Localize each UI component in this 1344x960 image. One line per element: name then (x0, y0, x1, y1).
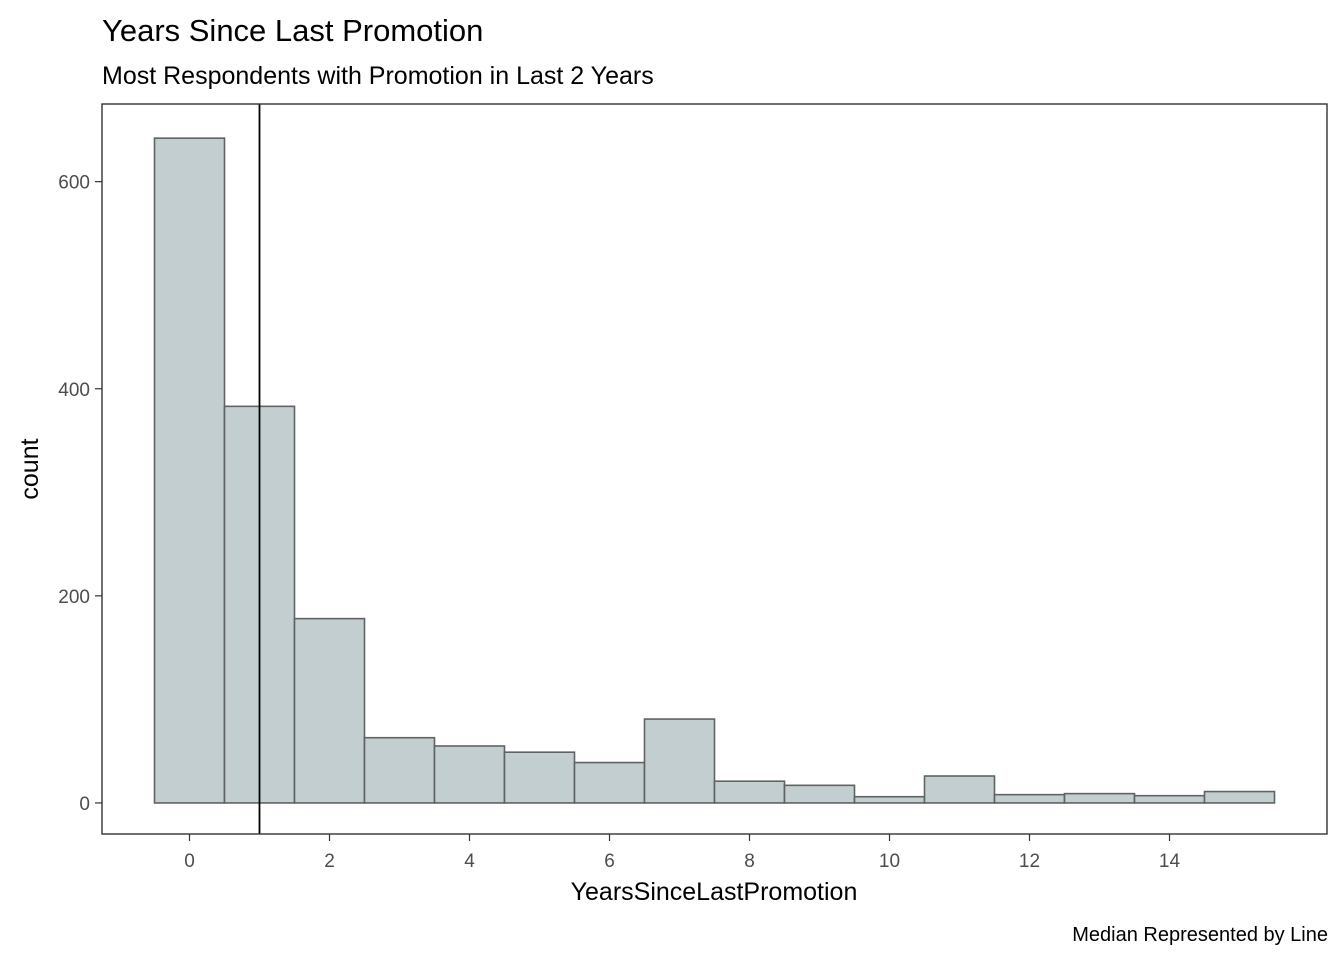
histogram-bar (1133, 794, 1206, 804)
histogram-bar (1203, 790, 1276, 804)
y-tick-label: 400 (58, 380, 90, 401)
histogram-bar (713, 780, 786, 804)
histogram-bar (643, 718, 716, 804)
histogram-bar (1063, 792, 1136, 804)
x-tick-label: 2 (324, 851, 335, 872)
y-axis-title: count (16, 438, 44, 499)
x-tick-label: 8 (744, 851, 755, 872)
panel-border (101, 103, 1328, 835)
histogram-bar (293, 617, 366, 804)
y-axis: 0 200 400 600 (58, 173, 102, 815)
y-tick-label: 600 (58, 173, 90, 194)
chart-caption: Median Represented by Line (1072, 924, 1328, 946)
x-tick-label: 6 (604, 851, 615, 872)
x-tick-label: 4 (464, 851, 475, 872)
x-tick-label: 0 (184, 851, 195, 872)
histogram-bar (153, 137, 226, 804)
histogram-bar (783, 784, 856, 804)
x-tick-label: 14 (1159, 851, 1181, 872)
histogram-bar (433, 745, 506, 804)
histogram-bar (993, 793, 1066, 804)
histogram-bar (853, 795, 926, 804)
chart-subtitle: Most Respondents with Promotion in Last … (102, 62, 654, 90)
x-tick-label: 10 (879, 851, 900, 872)
x-axis-title: YearsSinceLastPromotion (571, 878, 858, 906)
histogram-bar (923, 775, 996, 804)
x-tick-label: 12 (1019, 851, 1040, 872)
y-tick-label: 0 (79, 794, 90, 815)
histogram-bar (363, 736, 436, 804)
x-axis: 0 2 4 6 8 10 12 14 (184, 834, 1180, 872)
histogram-bar (573, 761, 646, 804)
histogram-bar (503, 751, 576, 804)
bars-group (153, 137, 1276, 804)
y-tick-label: 200 (58, 587, 90, 608)
chart-title: Years Since Last Promotion (102, 13, 483, 48)
